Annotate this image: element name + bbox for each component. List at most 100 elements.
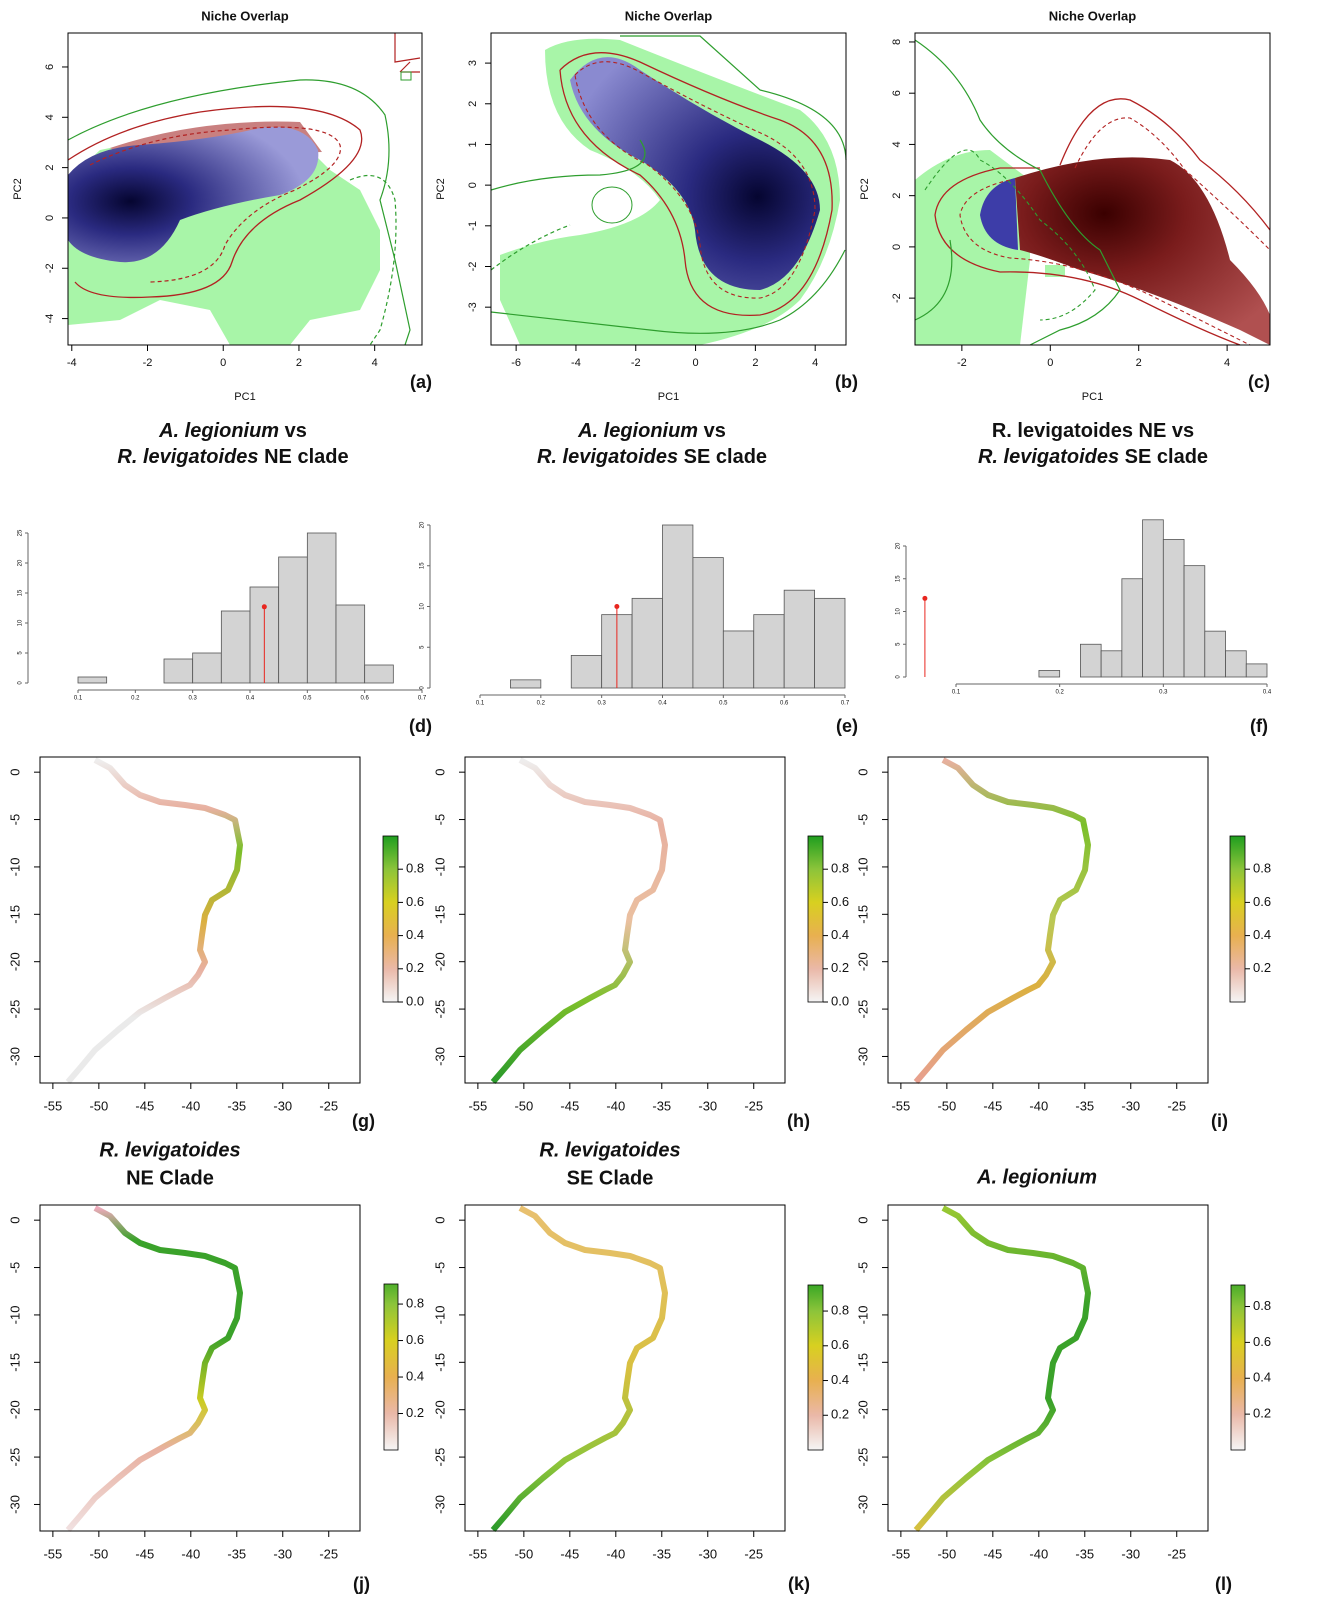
x-tick-label: -50 [514,1098,533,1113]
x-tick-label: -45 [135,1546,154,1561]
x-tick-label: -55 [468,1546,487,1561]
x-tick-label: 0.4 [246,696,255,702]
x-tick-label: -6 [511,357,521,369]
y-tick-label: 4 [44,114,56,120]
x-tick-label: 0.1 [476,701,485,707]
y-tick-label: 0 [855,1217,870,1224]
x-tick-label: 0.7 [418,696,427,702]
y-tick-label: -5 [855,814,870,826]
histogram-bar [278,556,308,684]
chart-title: Niche Overlap [1049,8,1136,23]
y-tick-label: 10 [18,619,24,626]
x-tick-label: -25 [1167,1546,1186,1561]
x-tick-label: -40 [181,1546,200,1561]
colorbar-tick-label: 0.6 [831,1337,849,1352]
histogram-bar [306,532,337,684]
x-tick-label: 0.2 [131,696,140,702]
y-tick-label: 5 [420,645,426,649]
y-tick-label: -2 [891,293,903,303]
y-tick-label: 20 [896,542,902,549]
chart-title: Niche Overlap [201,8,288,23]
y-tick-label: 20 [420,521,426,528]
colorbar-tick-label: 0.0 [406,993,424,1008]
caption-text: NE clade [259,446,349,468]
observed-point [261,604,267,610]
colorbar-tick-label: 0.8 [406,861,424,876]
y-axis-label: PC2 [12,178,24,199]
y-tick-label: 2 [44,165,56,171]
histogram-bar [1225,650,1247,678]
panel-label: (e) [836,716,858,736]
caption-line: R. levigatoides SE clade [978,446,1208,468]
y-tick-label: 15 [896,575,902,582]
x-tick-label: -40 [181,1098,200,1113]
panel-label: (f) [1250,716,1268,736]
y-tick-label: 0 [855,769,870,776]
y-tick-label: 25 [18,529,24,536]
colorbar-tick-label: 0.6 [406,894,424,909]
y-tick-label: -10 [432,858,447,877]
x-tick-label: -30 [698,1546,717,1561]
y-tick-label: 5 [18,651,24,655]
histogram-bar [77,676,108,684]
x-tick-label: 0.2 [1055,690,1064,696]
y-tick-label: -30 [855,1495,870,1514]
niche-shapes [914,39,1271,346]
y-tick-label: 4 [891,141,903,147]
y-tick-label: 15 [420,562,426,569]
panel-label: (g) [352,1111,375,1131]
colorbar-tick-label: 0.8 [831,1302,849,1317]
x-tick-label: -45 [560,1098,579,1113]
panel-label: (i) [1211,1111,1228,1131]
x-tick-label: -25 [744,1098,763,1113]
y-tick-label: -2 [44,263,56,273]
y-tick-label: -25 [7,1000,22,1019]
x-tick-label: -35 [1075,1546,1094,1561]
y-tick-label: 3 [467,60,479,66]
x-tick-label: 0.5 [719,701,728,707]
x-tick-label: 0.6 [780,701,789,707]
x-tick-label: 0.3 [1159,690,1168,696]
x-tick-label: 0.1 [74,696,83,702]
x-tick-label: -30 [1121,1098,1140,1113]
y-tick-label: -10 [855,1306,870,1325]
colorbar-tick-label: 0.8 [406,1296,424,1311]
x-tick-label: -45 [983,1098,1002,1113]
colorbar-tick-label: 0.8 [1253,1298,1271,1313]
histogram-bar [753,614,785,689]
plot-frame [39,756,361,1084]
y-tick-label: 0 [7,769,22,776]
chart-title: Niche Overlap [625,8,712,23]
panel-label: (d) [409,716,432,736]
y-axis-label: PC2 [435,178,447,199]
y-tick-label: 0 [7,1217,22,1224]
caption-text: SE clade [678,446,767,468]
x-tick-label: -35 [652,1546,671,1561]
y-tick-label: 2 [891,193,903,199]
y-tick-label: 15 [18,589,24,596]
colorbar [1229,835,1246,1003]
y-tick-label: -20 [855,952,870,971]
y-tick-label: -10 [7,1306,22,1325]
y-tick-label: -20 [432,1400,447,1419]
histogram-bar [1080,643,1102,678]
panel-label: (c) [1248,372,1270,392]
histogram-bar [570,655,603,689]
y-axis-label: PC2 [859,178,871,199]
x-tick-label: -45 [135,1098,154,1113]
colorbar-tick-label: 0.4 [406,927,424,942]
histogram-bar [510,679,542,689]
x-tick-label: -50 [937,1546,956,1561]
y-tick-label: -15 [855,1353,870,1372]
x-tick-label: -35 [227,1098,246,1113]
y-tick-label: -5 [7,1262,22,1274]
colorbar-tick-label: 0.2 [406,1405,424,1420]
x-tick-label: -50 [89,1546,108,1561]
plot-frame [39,1204,361,1532]
y-tick-label: 0 [467,182,479,188]
caption-text: SE clade [1119,446,1208,468]
y-tick-label: -30 [7,1047,22,1066]
x-tick-label: 0.3 [188,696,197,702]
plot-frame [490,32,847,346]
y-tick-label: -10 [7,858,22,877]
